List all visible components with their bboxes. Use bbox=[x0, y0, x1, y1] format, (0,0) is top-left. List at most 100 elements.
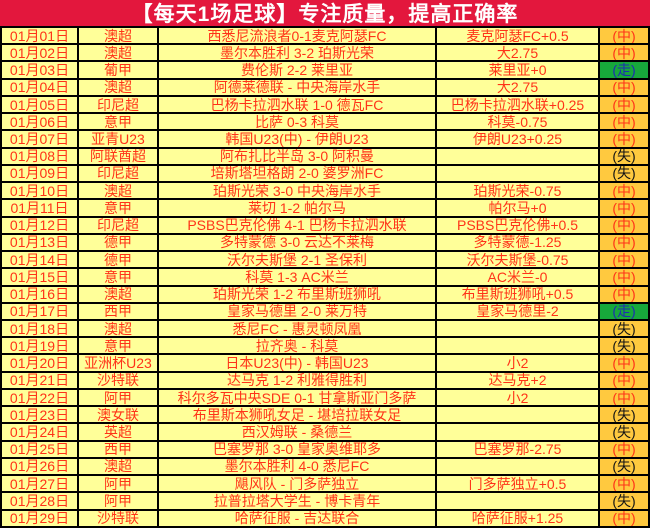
league-cell: 亚洲杯U23 bbox=[79, 355, 159, 371]
match-cell: 达马克 1-2 利雅得胜利 bbox=[159, 372, 437, 388]
result-cell: (失) bbox=[600, 493, 650, 509]
result-cell: (中) bbox=[600, 183, 650, 199]
match-cell: PSBS巴克伦佛 4-1 巴杨卡拉泗水联 bbox=[159, 217, 437, 233]
date-cell: 01月14日 bbox=[2, 252, 79, 268]
league-cell: 阿甲 bbox=[79, 493, 159, 509]
prediction-cell bbox=[437, 458, 600, 475]
table-row: 01月27日 阿甲 飓风队 - 门多萨独立 门多萨独立+0.5 (中) bbox=[2, 476, 650, 494]
prediction-cell: AC米兰-0 bbox=[437, 269, 600, 285]
table-row: 01月12日 印尼超 PSBS巴克伦佛 4-1 巴杨卡拉泗水联 PSBS巴克伦佛… bbox=[2, 217, 650, 235]
league-cell: 英超 bbox=[79, 424, 159, 440]
result-cell: (中) bbox=[600, 217, 650, 233]
date-cell: 01月23日 bbox=[2, 407, 79, 423]
result-cell: (中) bbox=[600, 114, 650, 130]
league-cell: 德甲 bbox=[79, 252, 159, 268]
date-cell: 01月08日 bbox=[2, 148, 79, 164]
league-cell: 阿甲 bbox=[79, 476, 159, 492]
league-cell: 西甲 bbox=[79, 303, 159, 319]
result-cell: (中) bbox=[600, 28, 650, 44]
match-cell: 飓风队 - 门多萨独立 bbox=[159, 476, 437, 492]
league-cell: 阿甲 bbox=[79, 389, 159, 406]
result-cell: (中) bbox=[600, 389, 650, 406]
date-cell: 01月11日 bbox=[2, 200, 79, 216]
result-cell: (中) bbox=[600, 269, 650, 285]
league-cell: 意甲 bbox=[79, 338, 159, 354]
table-row: 01月22日 阿甲 科尔多瓦中央SDE 0-1 甘拿斯亚门多萨 小2 (中) bbox=[2, 389, 650, 408]
table-row: 01月19日 意甲 拉齐奥 - 科莫 (失) bbox=[2, 338, 650, 356]
date-cell: 01月10日 bbox=[2, 183, 79, 199]
result-cell: (失) bbox=[600, 407, 650, 423]
result-cell: (走) bbox=[600, 62, 650, 78]
prediction-cell: 皇家马德里-2 bbox=[437, 303, 600, 319]
prediction-cell: 沃尔夫斯堡-0.75 bbox=[437, 252, 600, 268]
result-cell: (中) bbox=[600, 372, 650, 388]
date-cell: 01月29日 bbox=[2, 510, 79, 526]
table-row: 01月05日 印尼超 巴杨卡拉泗水联 1-0 德瓦FC 巴杨卡拉泗水联+0.25… bbox=[2, 96, 650, 115]
match-cell: 韩国U23(中) - 伊朗U23 bbox=[159, 131, 437, 147]
prediction-cell: 莱里亚+0 bbox=[437, 62, 600, 78]
match-cell: 西汉姆联 - 桑德兰 bbox=[159, 424, 437, 440]
league-cell: 澳女联 bbox=[79, 407, 159, 423]
prediction-cell bbox=[437, 407, 600, 423]
prediction-cell: 布里斯班狮吼+0.5 bbox=[437, 286, 600, 302]
match-cell: 沃尔夫斯堡 2-1 圣保利 bbox=[159, 252, 437, 268]
table-row: 01月09日 印尼超 培斯塔坦格朗 2-0 婆罗洲FC (失) bbox=[2, 165, 650, 184]
result-cell: (失) bbox=[600, 165, 650, 182]
table-row: 01月07日 亚青U23 韩国U23(中) - 伊朗U23 伊朗U23+0.25… bbox=[2, 131, 650, 149]
match-cell: 西悉尼流浪者0-1麦克阿瑟FC bbox=[159, 28, 437, 44]
result-cell: (中) bbox=[600, 234, 650, 251]
match-cell: 墨尔本胜利 3-2 珀斯光荣 bbox=[159, 45, 437, 61]
table-row: 01月28日 阿甲 拉普拉塔大学生 - 博卡青年 (失) bbox=[2, 493, 650, 511]
date-cell: 01月19日 bbox=[2, 338, 79, 354]
result-cell: (失) bbox=[600, 424, 650, 440]
prediction-cell: PSBS巴克伦佛+0.5 bbox=[437, 217, 600, 233]
match-cell: 珀斯光荣 3-0 中央海岸水手 bbox=[159, 183, 437, 199]
table-row: 01月06日 意甲 比萨 0-3 科莫 科莫-0.75 (中) bbox=[2, 114, 650, 132]
date-cell: 01月05日 bbox=[2, 96, 79, 113]
date-cell: 01月15日 bbox=[2, 269, 79, 285]
match-cell: 比萨 0-3 科莫 bbox=[159, 114, 437, 130]
match-cell: 科尔多瓦中央SDE 0-1 甘拿斯亚门多萨 bbox=[159, 389, 437, 406]
result-cell: (中) bbox=[600, 200, 650, 216]
league-cell: 澳超 bbox=[79, 286, 159, 302]
table-row: 01月16日 澳超 珀斯光荣 1-2 布里斯班狮吼 布里斯班狮吼+0.5 (中) bbox=[2, 286, 650, 304]
table-row: 01月10日 澳超 珀斯光荣 3-0 中央海岸水手 珀斯光荣-0.75 (中) bbox=[2, 183, 650, 201]
table-row: 01月02日 澳超 墨尔本胜利 3-2 珀斯光荣 大2.75 (中) bbox=[2, 45, 650, 63]
match-cell: 阿布扎比半岛 3-0 阿积曼 bbox=[159, 148, 437, 164]
result-cell: (失) bbox=[600, 320, 650, 337]
result-cell: (中) bbox=[600, 441, 650, 457]
match-cell: 日本U23(中) - 韩国U23 bbox=[159, 355, 437, 371]
match-cell: 阿德莱德联 - 中央海岸水手 bbox=[159, 79, 437, 95]
league-cell: 澳超 bbox=[79, 28, 159, 44]
result-cell: (中) bbox=[600, 45, 650, 61]
date-cell: 01月13日 bbox=[2, 234, 79, 251]
prediction-cell: 巴塞罗那-2.75 bbox=[437, 441, 600, 457]
match-cell: 墨尔本胜利 4-0 悉尼FC bbox=[159, 458, 437, 475]
date-cell: 01月18日 bbox=[2, 320, 79, 337]
date-cell: 01月12日 bbox=[2, 217, 79, 233]
match-cell: 拉普拉塔大学生 - 博卡青年 bbox=[159, 493, 437, 509]
match-cell: 悉尼FC - 惠灵顿凤凰 bbox=[159, 320, 437, 337]
prediction-cell: 帕尔马+0 bbox=[437, 200, 600, 216]
table-row: 01月15日 意甲 科莫 1-3 AC米兰 AC米兰-0 (中) bbox=[2, 269, 650, 287]
league-cell: 亚青U23 bbox=[79, 131, 159, 147]
prediction-cell: 科莫-0.75 bbox=[437, 114, 600, 130]
prediction-cell: 伊朗U23+0.25 bbox=[437, 131, 600, 147]
match-cell: 珀斯光荣 1-2 布里斯班狮吼 bbox=[159, 286, 437, 302]
date-cell: 01月02日 bbox=[2, 45, 79, 61]
date-cell: 01月17日 bbox=[2, 303, 79, 319]
page-header-banner: 【每天1场足球】专注质量，提高正确率 bbox=[0, 0, 650, 26]
table-row: 01月17日 西甲 皇家马德里 2-0 莱万特 皇家马德里-2 (走) bbox=[2, 303, 650, 321]
match-cell: 哈萨征服 - 吉达联合 bbox=[159, 510, 437, 526]
prediction-cell bbox=[437, 424, 600, 440]
result-cell: (走) bbox=[600, 303, 650, 319]
match-cell: 巴塞罗那 3-0 皇家奥维耶多 bbox=[159, 441, 437, 457]
match-cell: 费伦斯 2-2 莱里亚 bbox=[159, 62, 437, 78]
league-cell: 西甲 bbox=[79, 441, 159, 457]
table-row: 01月29日 沙特联 哈萨征服 - 吉达联合 哈萨征服+1.25 (中) bbox=[2, 510, 650, 528]
table-row: 01月14日 德甲 沃尔夫斯堡 2-1 圣保利 沃尔夫斯堡-0.75 (中) bbox=[2, 252, 650, 270]
table-row: 01月24日 英超 西汉姆联 - 桑德兰 (失) bbox=[2, 424, 650, 442]
table-row: 01月13日 德甲 多特蒙德 3-0 云达不莱梅 多特蒙德-1.25 (中) bbox=[2, 234, 650, 253]
league-cell: 意甲 bbox=[79, 114, 159, 130]
date-cell: 01月28日 bbox=[2, 493, 79, 509]
